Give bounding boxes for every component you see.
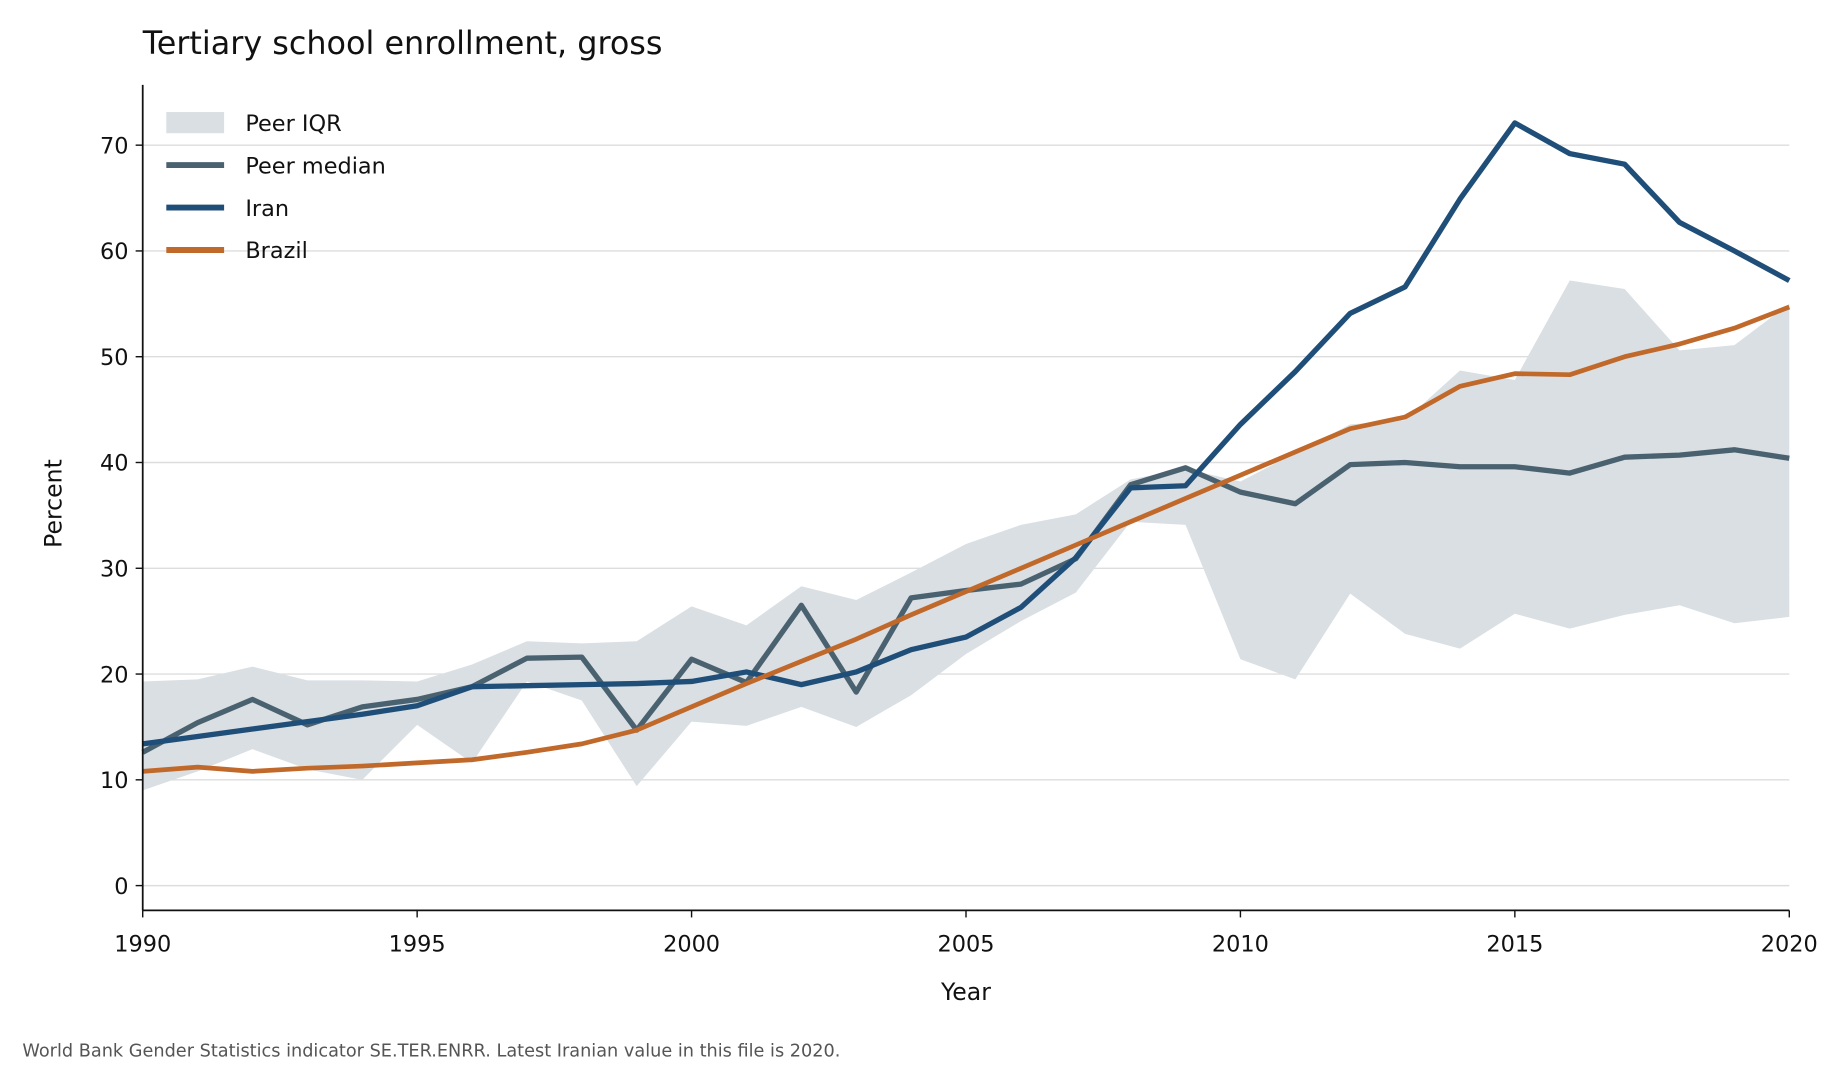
y-tick-label: 40 — [100, 451, 129, 477]
y-tick-label: 10 — [100, 768, 129, 794]
y-tick-label: 60 — [100, 239, 129, 265]
legend-label: Iran — [245, 196, 289, 222]
legend-label: Peer IQR — [245, 111, 341, 137]
peer-iqr-band — [142, 280, 1790, 791]
x-tick-label: 2010 — [1212, 932, 1269, 958]
y-tick-label: 0 — [114, 874, 128, 900]
series-line-iran — [142, 120, 1791, 747]
x-tick-label: 1990 — [114, 932, 171, 958]
y-tick-label: 20 — [100, 662, 129, 688]
x-tick-label: 2000 — [663, 932, 720, 958]
series-line-brazil — [142, 304, 1791, 774]
x-tick-label: 2005 — [938, 932, 995, 958]
y-tick-label: 70 — [100, 133, 129, 159]
legend-label: Brazil — [245, 238, 307, 264]
legend-swatch-peer-iqr — [166, 112, 225, 134]
chart-title: Tertiary school enrollment, gross — [142, 24, 663, 62]
legend-label: Peer median — [245, 153, 386, 179]
ticks: 0 10 20 30 40 50 60 70 1990 1995 2000 2005 2010 2015 2… — [100, 133, 1818, 957]
gridlines — [142, 144, 1790, 887]
x-axis-label: Year — [940, 978, 991, 1006]
y-tick-label: 30 — [100, 557, 129, 583]
y-tick-label: 50 — [100, 345, 129, 371]
footnote: World Bank Gender Statistics indicator S… — [22, 1042, 840, 1062]
legend: Peer IQR Peer median Iran Brazil — [166, 111, 386, 264]
plot-area — [141, 120, 1791, 791]
x-tick-label: 2020 — [1761, 932, 1818, 958]
x-tick-label: 1995 — [389, 932, 446, 958]
y-axis-label: Percent — [39, 459, 67, 548]
x-tick-label: 2015 — [1486, 932, 1543, 958]
